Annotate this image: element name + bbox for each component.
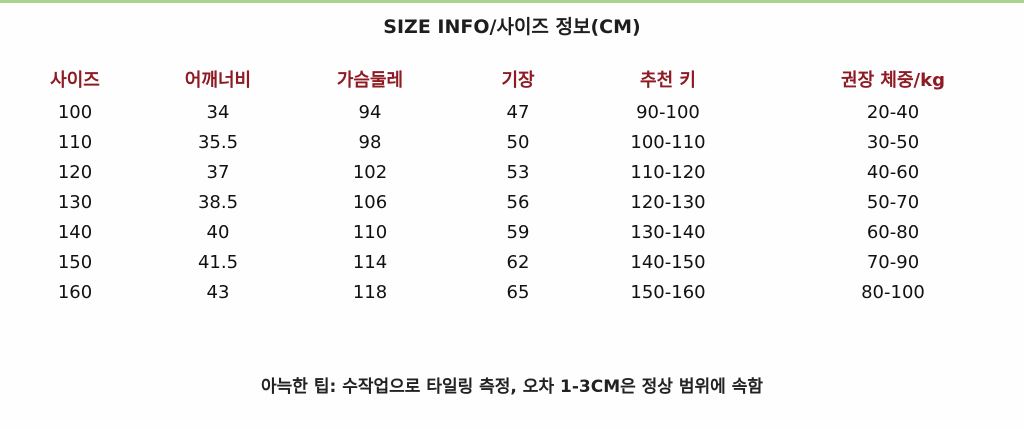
table-cell: 100: [57, 102, 93, 123]
table-cell: 40: [206, 222, 230, 243]
column-header: 기장: [501, 70, 535, 91]
table-cell: 80-100: [861, 282, 925, 303]
table-cell: 30-50: [866, 132, 920, 153]
table-cell: 40-60: [866, 162, 920, 183]
column-header: 권장 체중/kg: [841, 70, 945, 91]
table-cell: 65: [506, 282, 530, 303]
table-cell: 70-90: [866, 252, 920, 273]
table-cell: 53: [506, 162, 530, 183]
table-cell: 37: [206, 162, 230, 183]
table-cell: 20-40: [866, 102, 920, 123]
table-cell: 56: [506, 192, 530, 213]
table-cell: 94: [358, 102, 382, 123]
column-header: 어깨너비: [184, 70, 252, 91]
table-cell: 102: [352, 162, 388, 183]
table-cell: 62: [506, 252, 530, 273]
column-header: 사이즈: [50, 70, 100, 91]
table-cell: 35.5: [197, 132, 239, 153]
table-cell: 118: [352, 282, 388, 303]
table-cell: 150: [57, 252, 93, 273]
table-cell: 100-110: [630, 132, 706, 153]
table-cell: 130-140: [630, 222, 706, 243]
table-cell: 59: [506, 222, 530, 243]
table-cell: 34: [206, 102, 230, 123]
table-cell: 120-130: [630, 192, 706, 213]
table-cell: 106: [352, 192, 388, 213]
table-cell: 110: [352, 222, 388, 243]
footer-note: 아늑한 팁: 수작업으로 타일링 측정, 오차 1-3CM은 정상 범위에 속함: [261, 377, 763, 397]
table-cell: 120: [57, 162, 93, 183]
column-header: 추천 키: [640, 70, 696, 91]
table-cell: 38.5: [197, 192, 239, 213]
column-header: 가슴둘레: [336, 70, 404, 91]
table-cell: 47: [506, 102, 530, 123]
table-cell: 98: [358, 132, 382, 153]
table-cell: 110-120: [630, 162, 706, 183]
table-cell: 130: [57, 192, 93, 213]
table-cell: 90-100: [636, 102, 700, 123]
table-cell: 140: [57, 222, 93, 243]
table-cell: 110: [57, 132, 93, 153]
table-cell: 114: [352, 252, 388, 273]
table-cell: 140-150: [630, 252, 706, 273]
table-cell: 50: [506, 132, 530, 153]
table-cell: 50-70: [866, 192, 920, 213]
table-cell: 41.5: [197, 252, 239, 273]
table-cell: 43: [206, 282, 230, 303]
table-cell: 60-80: [866, 222, 920, 243]
top-divider: [0, 0, 1024, 3]
table-cell: 150-160: [630, 282, 706, 303]
table-cell: 160: [57, 282, 93, 303]
page-title: SIZE INFO/사이즈 정보(CM): [383, 16, 641, 38]
